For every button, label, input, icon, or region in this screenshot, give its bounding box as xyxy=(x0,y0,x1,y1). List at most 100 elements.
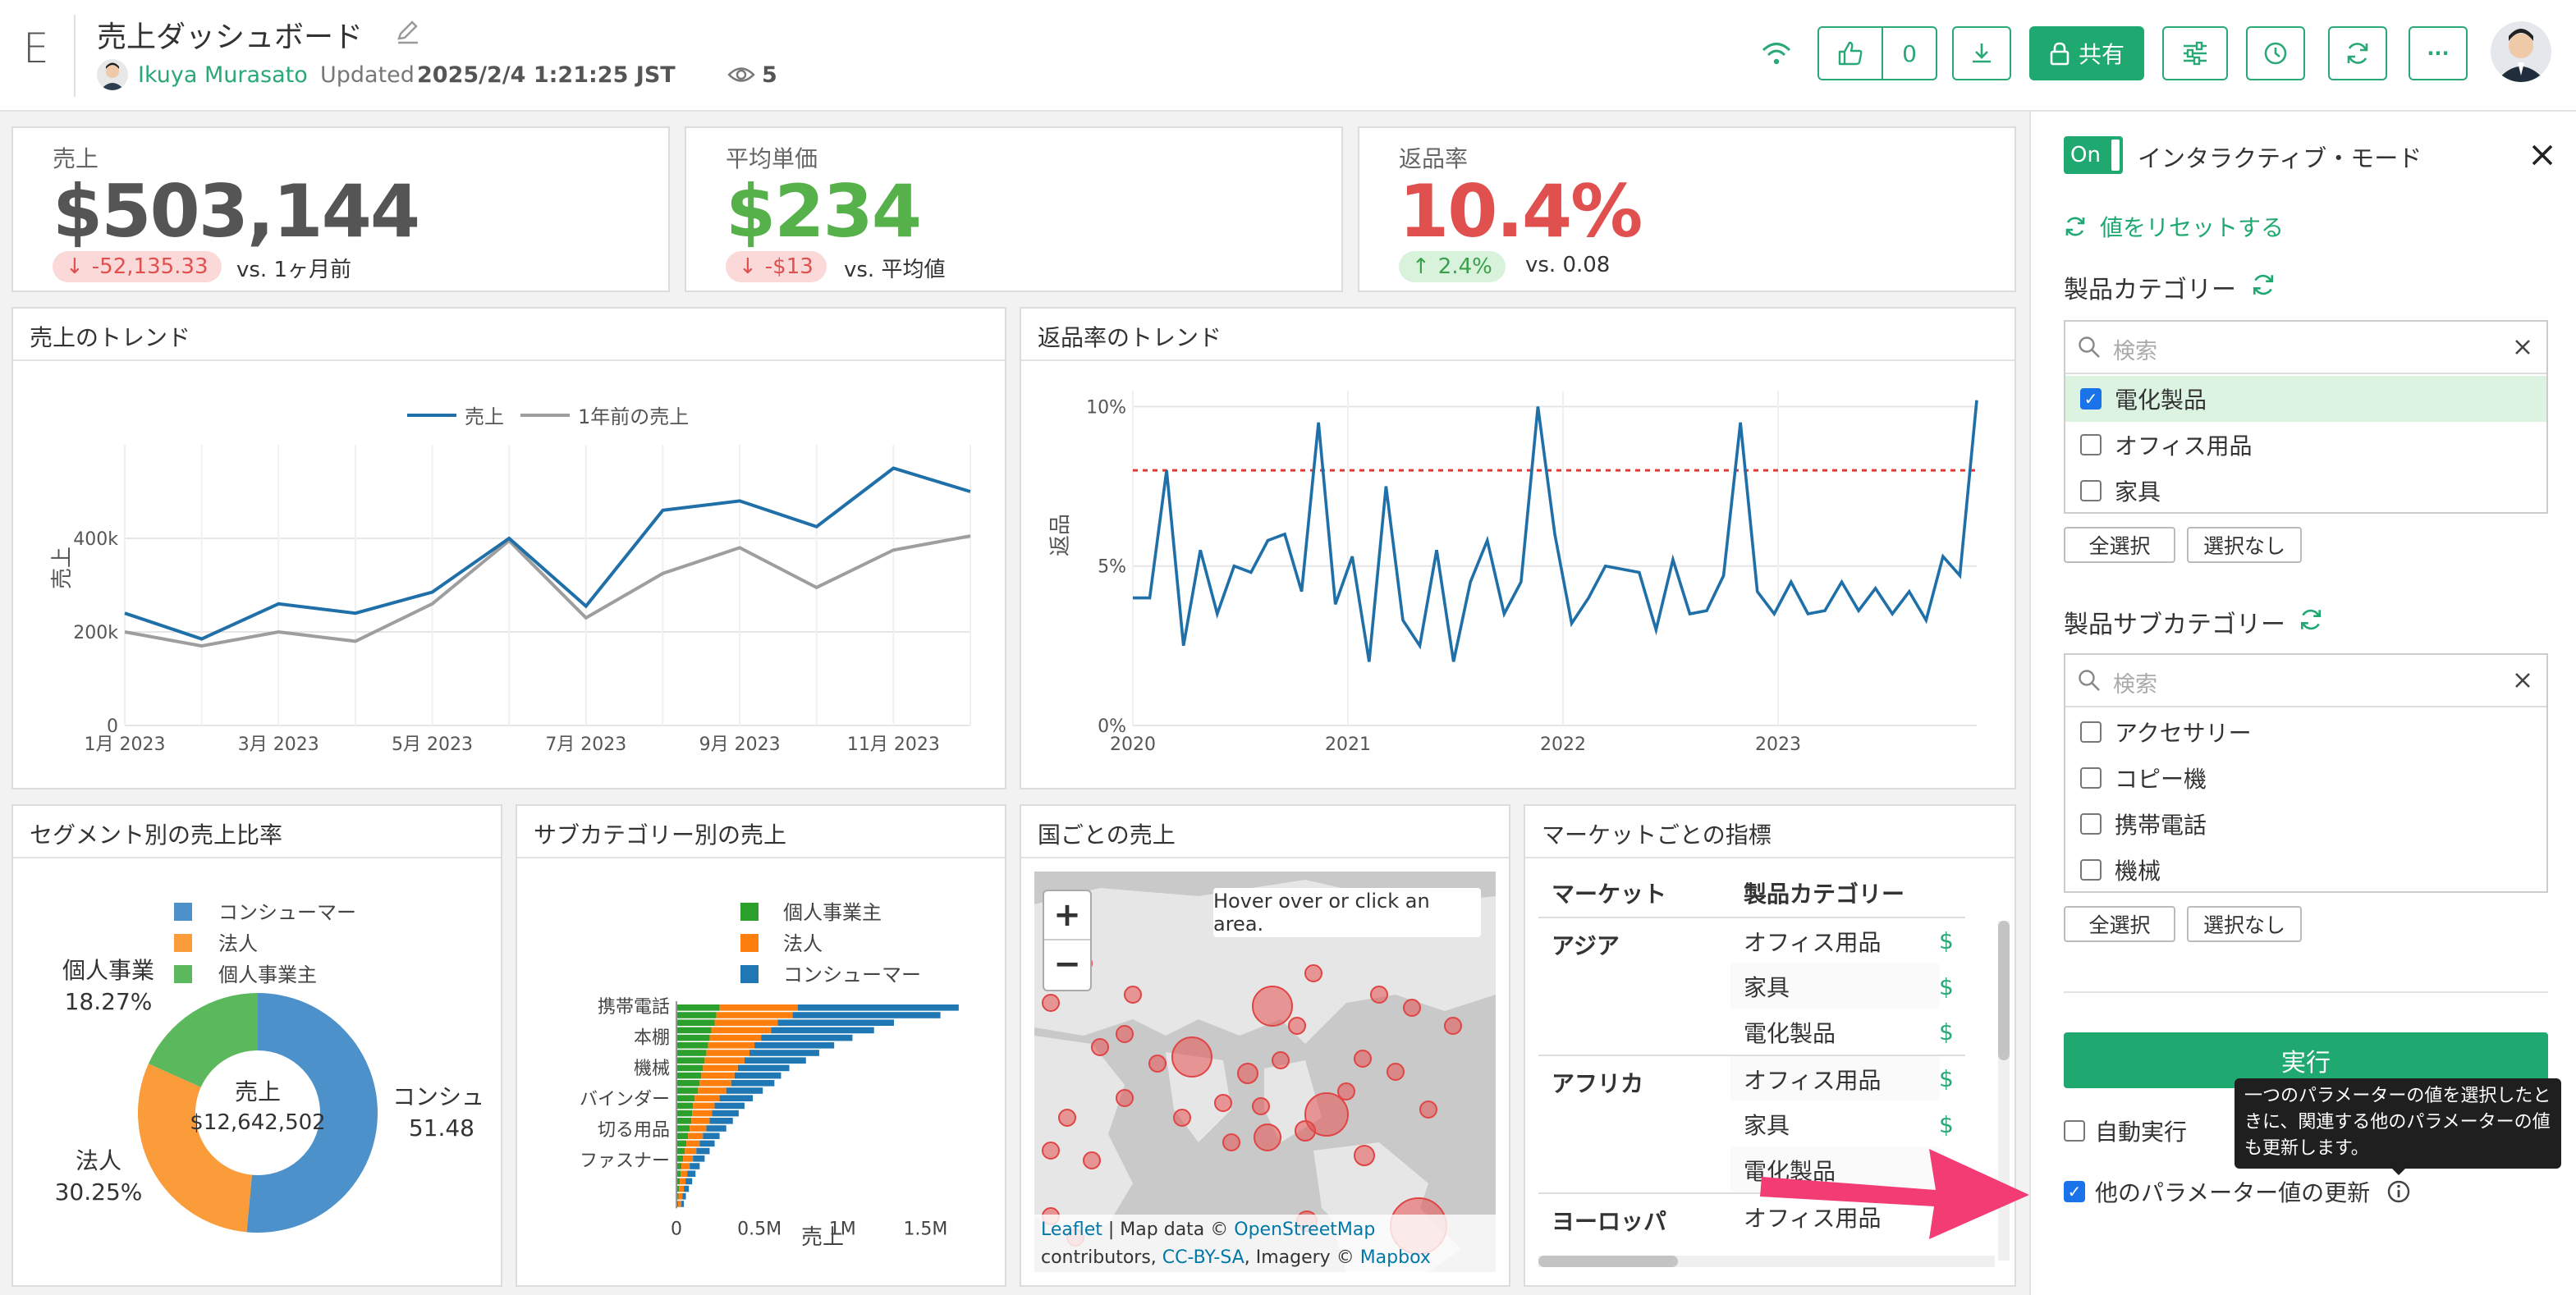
bar-segment[interactable] xyxy=(681,1201,685,1207)
sales-bubble[interactable] xyxy=(1058,1109,1076,1127)
clear-search-icon[interactable] xyxy=(2514,671,2532,689)
subcategory-search-input[interactable]: 検索 xyxy=(2113,672,2157,698)
bar-segment[interactable] xyxy=(676,1072,702,1079)
sales-bubble[interactable] xyxy=(1403,999,1421,1017)
option-checkbox[interactable] xyxy=(2080,721,2102,743)
bar-segment[interactable] xyxy=(693,1155,705,1162)
bar-segment[interactable] xyxy=(681,1170,688,1177)
bar-segment[interactable] xyxy=(678,1193,683,1200)
option-checkbox[interactable] xyxy=(2080,813,2102,835)
bar-segment[interactable] xyxy=(676,1178,681,1185)
bar-segment[interactable] xyxy=(676,1095,695,1101)
bar-segment[interactable] xyxy=(716,1012,793,1018)
sales-bubble[interactable] xyxy=(1254,1123,1281,1151)
bar-segment[interactable] xyxy=(704,1057,745,1064)
leaflet-link[interactable]: Leaflet xyxy=(1041,1219,1102,1240)
category-select-none-button[interactable]: 選択なし xyxy=(2187,527,2302,563)
bar-segment[interactable] xyxy=(676,1163,682,1169)
bar-segment[interactable] xyxy=(679,1185,685,1192)
option-item[interactable]: 機械 xyxy=(2065,847,2546,893)
sales-bubble[interactable] xyxy=(1252,1097,1270,1115)
sales-bubble[interactable] xyxy=(1116,1025,1134,1043)
bar-segment[interactable] xyxy=(711,1027,772,1034)
bar-segment[interactable] xyxy=(676,1193,679,1200)
donut-slice[interactable] xyxy=(137,1064,252,1233)
map-canvas[interactable]: + − Hover over or click an area. Leaflet… xyxy=(1034,872,1496,1272)
segment-card[interactable]: セグメント別の売上比率 コンシューマー 法人 個人事業主 売上 $12,642,… xyxy=(11,804,502,1287)
kpi-card-sales[interactable]: 売上 $503,144 ↓ -52,135.33 vs. 1ヶ月前 xyxy=(11,126,670,292)
bar-segment[interactable] xyxy=(719,1095,754,1101)
bar-segment[interactable] xyxy=(676,1012,717,1018)
more-button[interactable]: ··· xyxy=(2409,26,2468,80)
bar-segment[interactable] xyxy=(792,1012,941,1018)
bar-segment[interactable] xyxy=(749,1050,819,1056)
sales-bubble[interactable] xyxy=(1370,986,1388,1004)
category-refresh-icon[interactable] xyxy=(2251,272,2276,297)
table-row[interactable]: 家具 $ xyxy=(1538,1101,1965,1147)
option-checkbox[interactable] xyxy=(2080,480,2102,501)
bar-segment[interactable] xyxy=(676,1118,692,1124)
bar-segment[interactable] xyxy=(703,1133,720,1139)
bar-segment[interactable] xyxy=(681,1163,690,1169)
scrollbar-thumb[interactable] xyxy=(1998,921,2010,1060)
like-button[interactable] xyxy=(1817,26,1883,80)
share-button[interactable]: 共有 xyxy=(2029,26,2144,80)
donut-slice[interactable] xyxy=(148,993,258,1087)
bar-segment[interactable] xyxy=(701,1072,735,1079)
sales-trend-chart[interactable]: 0 200k 400k 1月 2023 3月 2023 5月 2023 7月 2023 9月 … xyxy=(13,363,1005,773)
bar-segment[interactable] xyxy=(737,1064,790,1072)
kpi-card-avg-price[interactable]: 平均単価 $234 ↓ -$13 vs. 平均値 xyxy=(685,126,1343,292)
bar-segment[interactable] xyxy=(687,1170,696,1177)
sales-bubble[interactable] xyxy=(1354,1145,1375,1166)
app-logo[interactable]: E xyxy=(23,25,49,72)
bar-segment[interactable] xyxy=(706,1125,727,1132)
bar-segment[interactable] xyxy=(777,1019,894,1026)
bar-segment[interactable] xyxy=(744,1057,806,1064)
bar-segment[interactable] xyxy=(726,1087,763,1094)
author-avatar[interactable] xyxy=(97,59,128,90)
return-trend-chart[interactable]: 0% 5% 10% 2020 2021 2022 2023 返品 xyxy=(1021,363,2015,773)
table-row[interactable]: 家具 $ xyxy=(1538,963,1965,1009)
option-item[interactable]: アクセサリー xyxy=(2065,709,2546,755)
bar-segment[interactable] xyxy=(676,1057,705,1064)
auto-run-option[interactable]: 自動実行 xyxy=(2064,1114,2187,1147)
refresh-button[interactable] xyxy=(2328,26,2387,80)
bar-segment[interactable] xyxy=(690,1163,700,1169)
bar-segment[interactable] xyxy=(676,1034,710,1041)
bar-segment[interactable] xyxy=(693,1102,715,1110)
column-header-market[interactable]: マーケット xyxy=(1552,880,1667,908)
bar-segment[interactable] xyxy=(684,1185,690,1192)
market-table-wrap[interactable]: マーケット 製品カテゴリー アジア オフィス用品 $ 家具 $ 電化製品 $ アフリカ オフィス… xyxy=(1525,806,2015,1285)
table-row[interactable]: アフリカ オフィス用品 $ xyxy=(1538,1055,1965,1101)
option-checkbox[interactable]: ✓ xyxy=(2080,388,2102,410)
option-item[interactable]: ✓ 電化製品 xyxy=(2065,376,2546,422)
sales-bubble[interactable] xyxy=(1091,1038,1109,1056)
series-line[interactable] xyxy=(1133,400,1978,662)
table-row[interactable]: 電化製品$ xyxy=(1538,1147,1965,1193)
bar-segment[interactable] xyxy=(771,1027,874,1034)
bar-segment[interactable] xyxy=(676,1042,708,1049)
bar-segment[interactable] xyxy=(676,1147,685,1155)
author-link[interactable]: Ikuya Murasato xyxy=(138,62,308,88)
sales-trend-card[interactable]: 売上のトレンド 0 200k 400k 1月 2023 3月 2023 5月 2023 7月… xyxy=(11,307,1006,789)
bar-segment[interactable] xyxy=(708,1042,755,1049)
auto-run-checkbox[interactable] xyxy=(2064,1120,2085,1142)
subcategory-select-none-button[interactable]: 選択なし xyxy=(2187,906,2302,942)
bar-segment[interactable] xyxy=(797,1004,959,1011)
sales-bubble[interactable] xyxy=(1148,1055,1167,1073)
bar-segment[interactable] xyxy=(714,1102,745,1110)
option-checkbox[interactable] xyxy=(2080,434,2102,455)
like-count[interactable]: 0 xyxy=(1882,26,1937,80)
sales-bubble[interactable] xyxy=(1444,1017,1462,1035)
option-item[interactable]: 家具 xyxy=(2065,468,2546,514)
kpi-card-return-rate[interactable]: 返品率 10.4% ↑ 2.4% vs. 0.08 xyxy=(1358,126,2016,292)
cc-link[interactable]: CC-BY-SA xyxy=(1162,1247,1244,1268)
edit-title-icon[interactable] xyxy=(394,18,422,46)
series-line[interactable] xyxy=(124,534,971,648)
horizontal-scrollbar[interactable] xyxy=(1538,1256,1995,1267)
option-item[interactable]: オフィス用品 xyxy=(2065,422,2546,468)
bar-segment[interactable] xyxy=(685,1178,693,1185)
column-header-category[interactable]: 製品カテゴリー xyxy=(1744,880,1905,908)
sales-bubble[interactable] xyxy=(1304,964,1322,982)
